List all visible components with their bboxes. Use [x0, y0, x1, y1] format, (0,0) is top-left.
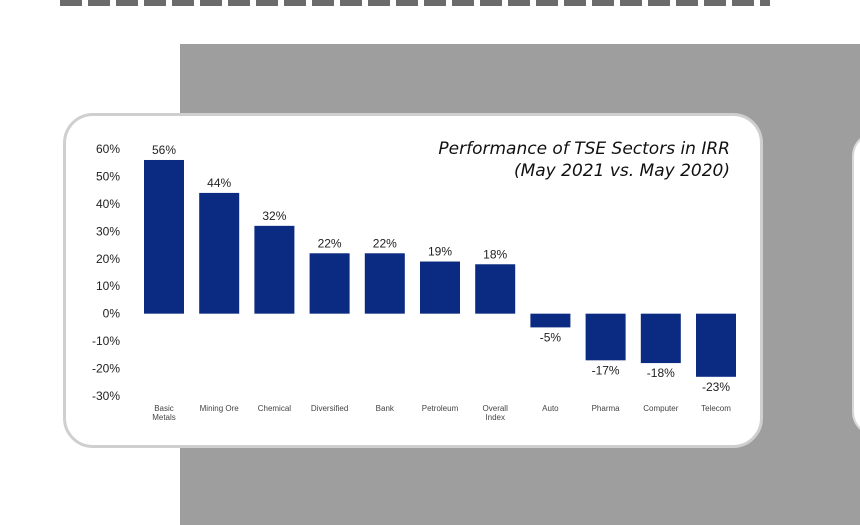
- bar: [530, 313, 571, 328]
- x-tick-label-line: Basic: [154, 404, 174, 413]
- x-tick-label: Basic Metals: [152, 404, 176, 422]
- x-tick-label: Overall Index: [483, 404, 509, 422]
- x-tick-label: Pharma: [592, 404, 621, 413]
- data-label: 19%: [428, 245, 452, 259]
- y-tick-label: 60%: [96, 142, 120, 156]
- x-tick-label-line: Diversified: [311, 404, 348, 413]
- bar: [309, 253, 350, 314]
- y-tick-label: 50%: [96, 169, 120, 183]
- data-label: 56%: [152, 143, 176, 157]
- x-tick-label-line: Metals: [152, 413, 176, 422]
- x-tick-label-line: Auto: [542, 404, 559, 413]
- bar: [475, 264, 516, 314]
- x-tick-label: Auto: [542, 404, 559, 413]
- data-label: 18%: [483, 247, 507, 261]
- data-label: -23%: [702, 380, 730, 394]
- top-text-strip: [60, 0, 770, 6]
- x-tick-label: Petroleum: [422, 404, 459, 413]
- y-tick-label: -20%: [92, 362, 120, 376]
- bar: [254, 225, 295, 314]
- x-tick-label-line: Petroleum: [422, 404, 459, 413]
- x-tick-label-line: Overall: [483, 404, 509, 413]
- adjacent-card-edge: [852, 132, 860, 436]
- x-tick-label: Bank: [376, 404, 395, 413]
- y-tick-label: 40%: [96, 197, 120, 211]
- x-tick-label-line: Index: [485, 413, 505, 422]
- x-tick-label: Computer: [643, 404, 678, 413]
- x-tick-label-line: Bank: [376, 404, 395, 413]
- x-tick-label: Diversified: [311, 404, 348, 413]
- data-label: 32%: [262, 209, 286, 223]
- x-tick-label-line: Telecom: [701, 404, 731, 413]
- data-label: 44%: [207, 176, 231, 190]
- bar-chart: 60% 50% 40% 30% 20% 10% 0% -10% -20% -30% 56% Basic…: [92, 142, 736, 422]
- bar: [364, 253, 405, 314]
- data-label: -17%: [592, 363, 620, 377]
- y-tick-label: 20%: [96, 252, 120, 266]
- chart-title: Performance of TSE Sectors in IRR (May 2…: [438, 138, 730, 182]
- bar: [420, 261, 460, 314]
- x-tick-label-line: Computer: [643, 404, 678, 413]
- chart-card: Performance of TSE Sectors in IRR (May 2…: [63, 113, 763, 448]
- y-tick-label: 10%: [96, 279, 120, 293]
- bar: [585, 313, 626, 361]
- x-tick-label-line: Chemical: [258, 404, 292, 413]
- bar: [696, 313, 736, 377]
- x-tick-label: Chemical: [258, 404, 292, 413]
- x-tick-label: Telecom: [701, 404, 731, 413]
- bar: [144, 159, 184, 314]
- chart-title-line-2: (May 2021 vs. May 2020): [513, 161, 730, 181]
- data-label: 22%: [373, 236, 397, 250]
- y-tick-label: -10%: [92, 334, 120, 348]
- chart-title-line-1: Performance of TSE Sectors in IRR: [438, 139, 730, 159]
- bar: [199, 192, 240, 314]
- y-tick-label: 0%: [103, 307, 121, 321]
- data-label: -5%: [540, 330, 562, 344]
- y-tick-label: -30%: [92, 389, 120, 403]
- bar: [640, 313, 681, 364]
- x-tick-label-line: Pharma: [592, 404, 621, 413]
- y-tick-label: 30%: [96, 224, 120, 238]
- x-tick-label: Mining Ore: [200, 404, 240, 413]
- x-tick-label-line: Mining Ore: [200, 404, 240, 413]
- data-label: 22%: [318, 236, 342, 250]
- data-label: -18%: [647, 366, 675, 380]
